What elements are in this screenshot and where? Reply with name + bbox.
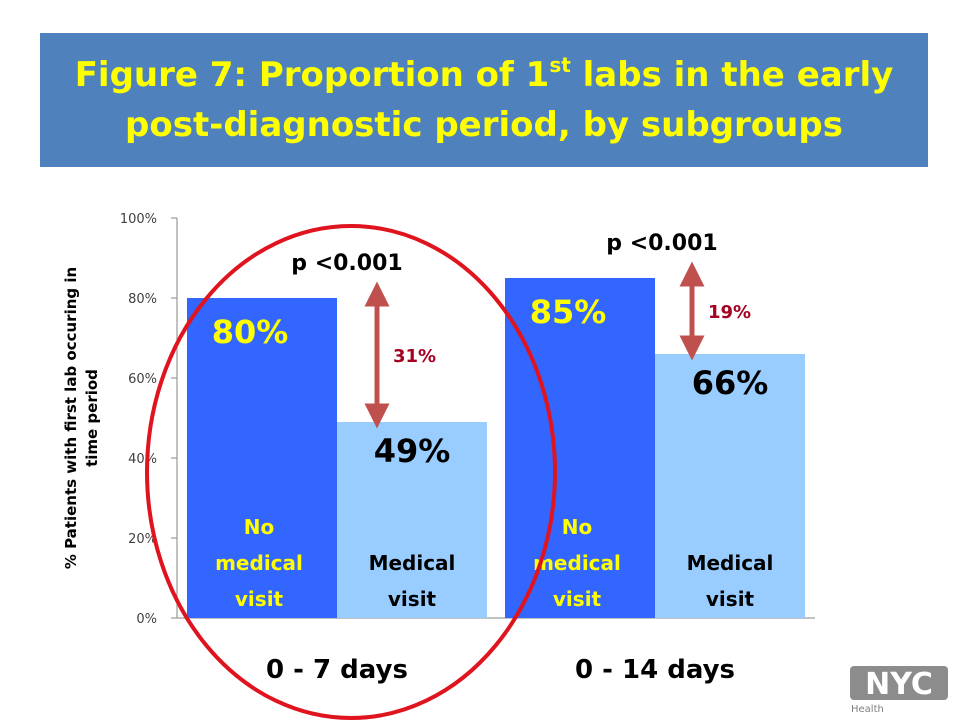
title-line-1-pre: Figure 7: Proportion of 1	[74, 55, 550, 95]
highlight-circle	[145, 224, 557, 720]
axes: 0% 20% 40% 60% 80% 100% % Patients with first …	[62, 212, 815, 627]
bar-series-label: Medical visit	[369, 551, 456, 611]
y-tick-label: 0%	[136, 612, 157, 627]
bar-value-label: 85%	[530, 293, 607, 331]
title-line-1: Figure 7: Proportion of 1st labs in the …	[75, 50, 894, 100]
category-label: 0 - 7 days	[266, 655, 408, 685]
bar-series-label: Medical visit	[687, 551, 774, 611]
labels: 80% No medical visit 49% Medical visit 0 - 7 da…	[212, 293, 774, 685]
logo-subtext: Health	[851, 704, 884, 714]
title-superscript: st	[549, 53, 571, 77]
bar-value-label: 66%	[692, 364, 769, 402]
bar-value-label: 49%	[374, 432, 451, 470]
y-tick-label: 40%	[128, 452, 157, 467]
difference-label: 19%	[708, 302, 751, 323]
bar-no-medical-visit	[187, 298, 337, 618]
y-tick-label: 60%	[128, 372, 157, 387]
bar-no-medical-visit	[505, 278, 655, 618]
bar-value-label: 80%	[212, 313, 289, 351]
p-value-label: p <0.001	[291, 251, 402, 276]
title-line-1-post: labs in the early	[570, 55, 894, 95]
bar-series-label: No medical visit	[215, 515, 303, 611]
p-value-label: p <0.001	[606, 231, 717, 256]
difference-label: 31%	[393, 346, 436, 367]
bar-medical-visit	[337, 422, 487, 618]
logo-text: NYC	[865, 667, 933, 702]
y-axis-title: % Patients with first lab occuring in tim…	[62, 267, 101, 569]
bar-series-label: No medical visit	[533, 515, 621, 611]
title-line-2: post-diagnostic period, by subgroups	[125, 105, 843, 145]
nyc-health-logo: NYC Health	[850, 666, 948, 714]
annotations: 31% p <0.001 19% p <0.001	[145, 224, 751, 720]
y-tick-label: 100%	[120, 212, 157, 227]
bars	[187, 278, 805, 618]
title-banner: Figure 7: Proportion of 1st labs in the …	[40, 33, 928, 167]
y-tick-label: 20%	[128, 532, 157, 547]
logo-badge	[850, 666, 948, 700]
y-tick-label: 80%	[128, 292, 157, 307]
bar-medical-visit	[655, 354, 805, 618]
category-label: 0 - 14 days	[575, 655, 735, 685]
